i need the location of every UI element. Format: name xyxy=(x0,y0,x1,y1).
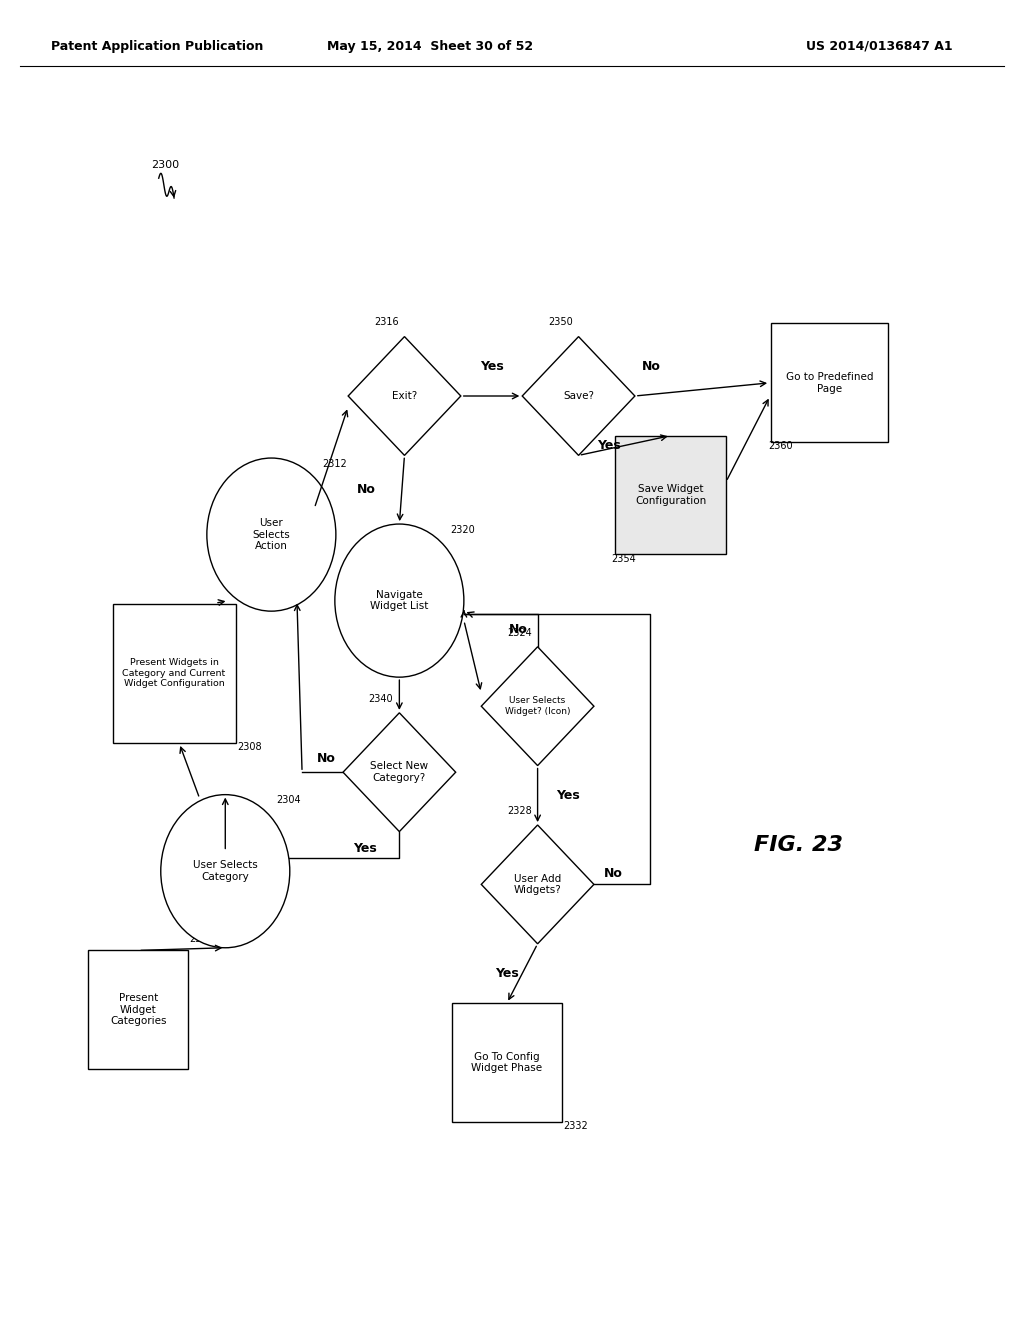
Ellipse shape xyxy=(161,795,290,948)
Text: Yes: Yes xyxy=(556,789,580,801)
Text: Yes: Yes xyxy=(597,440,621,451)
Text: 2350: 2350 xyxy=(548,317,572,327)
Text: 2328: 2328 xyxy=(507,805,531,816)
Text: 2324: 2324 xyxy=(507,627,531,638)
Text: 2312: 2312 xyxy=(323,458,347,469)
Text: User
Selects
Action: User Selects Action xyxy=(253,517,290,552)
Text: User Selects
Widget? (Icon): User Selects Widget? (Icon) xyxy=(505,697,570,715)
Polygon shape xyxy=(522,337,635,455)
Text: Navigate
Widget List: Navigate Widget List xyxy=(370,590,429,611)
FancyBboxPatch shape xyxy=(452,1003,562,1122)
Text: Present Widgets in
Category and Current
Widget Configuration: Present Widgets in Category and Current … xyxy=(123,659,225,688)
Polygon shape xyxy=(481,825,594,944)
FancyBboxPatch shape xyxy=(88,950,188,1069)
Text: 2302: 2302 xyxy=(189,933,214,944)
Text: User Add
Widgets?: User Add Widgets? xyxy=(514,874,561,895)
Text: Present
Widget
Categories: Present Widget Categories xyxy=(110,993,167,1027)
Text: 2360: 2360 xyxy=(768,441,793,451)
Ellipse shape xyxy=(335,524,464,677)
Text: No: No xyxy=(317,752,336,766)
Text: FIG. 23: FIG. 23 xyxy=(755,834,843,855)
Text: Save Widget
Configuration: Save Widget Configuration xyxy=(635,484,707,506)
Text: Exit?: Exit? xyxy=(392,391,417,401)
Polygon shape xyxy=(481,647,594,766)
Text: 2332: 2332 xyxy=(563,1121,588,1131)
Text: Save?: Save? xyxy=(563,391,594,401)
Text: Select New
Category?: Select New Category? xyxy=(371,762,428,783)
FancyBboxPatch shape xyxy=(615,436,726,554)
Text: Yes: Yes xyxy=(353,842,377,855)
Text: Yes: Yes xyxy=(479,360,504,374)
Polygon shape xyxy=(343,713,456,832)
Text: 2308: 2308 xyxy=(238,742,262,752)
Text: 2316: 2316 xyxy=(374,317,398,327)
Polygon shape xyxy=(348,337,461,455)
Text: US 2014/0136847 A1: US 2014/0136847 A1 xyxy=(806,40,952,53)
Text: May 15, 2014  Sheet 30 of 52: May 15, 2014 Sheet 30 of 52 xyxy=(327,40,534,53)
Ellipse shape xyxy=(207,458,336,611)
Text: No: No xyxy=(642,360,660,374)
Text: Patent Application Publication: Patent Application Publication xyxy=(51,40,263,53)
Text: 2340: 2340 xyxy=(369,693,393,704)
Text: Go to Predefined
Page: Go to Predefined Page xyxy=(785,372,873,393)
FancyBboxPatch shape xyxy=(771,323,889,442)
Text: No: No xyxy=(509,623,527,636)
Text: 2320: 2320 xyxy=(451,524,475,535)
Text: 2304: 2304 xyxy=(276,795,301,805)
Text: No: No xyxy=(604,867,623,880)
Text: No: No xyxy=(357,483,376,496)
Text: User Selects
Category: User Selects Category xyxy=(193,861,258,882)
FancyBboxPatch shape xyxy=(113,605,236,742)
Text: Yes: Yes xyxy=(496,968,519,979)
Text: 2354: 2354 xyxy=(611,553,636,564)
Text: 2300: 2300 xyxy=(152,160,179,170)
Text: Go To Config
Widget Phase: Go To Config Widget Phase xyxy=(471,1052,543,1073)
